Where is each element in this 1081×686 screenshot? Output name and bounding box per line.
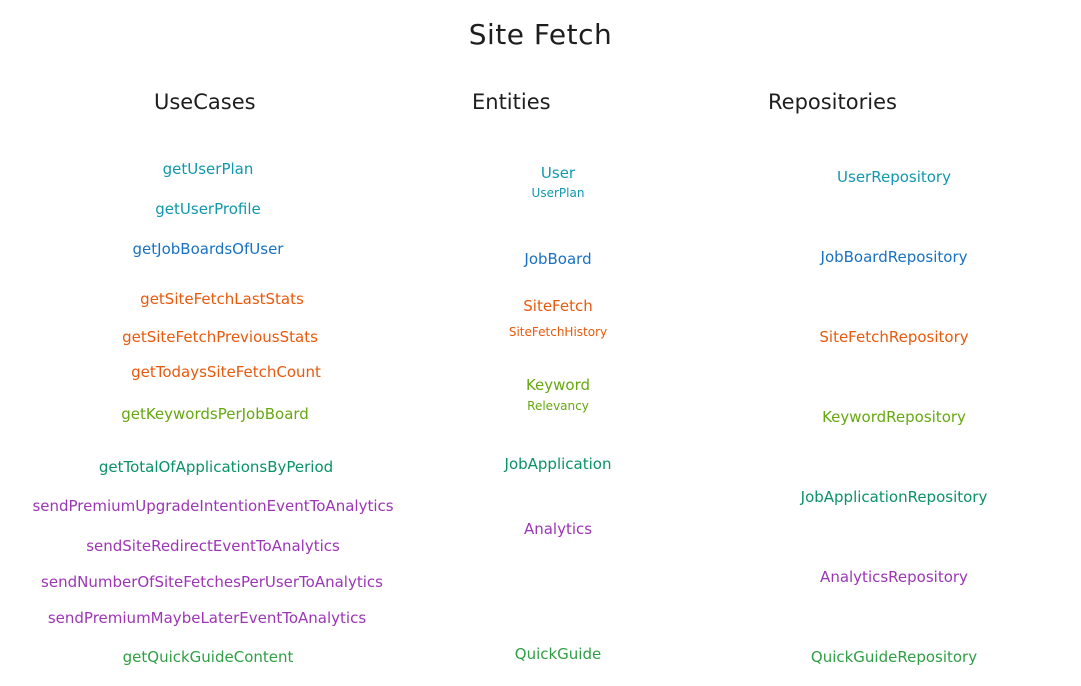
usecase-send-premium-maybe-later-event: sendPremiumMaybeLaterEventToAnalytics xyxy=(47,609,367,627)
usecase-get-site-fetch-last-stats: getSiteFetchLastStats xyxy=(140,290,304,308)
usecase-send-site-redirect-event: sendSiteRedirectEventToAnalytics xyxy=(86,537,340,555)
repository-analytics: AnalyticsRepository xyxy=(820,568,968,586)
entity-job-application: JobApplication xyxy=(504,455,612,473)
repository-quick-guide: QuickGuideRepository xyxy=(810,648,978,666)
entity-relevancy: Relevancy xyxy=(527,399,589,413)
entity-site-fetch: SiteFetch xyxy=(523,297,593,315)
entity-quick-guide: QuickGuide xyxy=(514,645,602,663)
usecase-get-todays-site-fetch-count: getTodaysSiteFetchCount xyxy=(131,363,321,381)
entity-analytics: Analytics xyxy=(523,520,593,538)
usecase-get-job-boards-of-user: getJobBoardsOfUser xyxy=(132,240,284,258)
entity-user: User xyxy=(540,164,576,182)
usecases-header: UseCases xyxy=(154,90,256,114)
repository-site-fetch: SiteFetchRepository xyxy=(819,328,969,346)
repository-job-application: JobApplicationRepository xyxy=(800,488,988,506)
entity-site-fetch-history: SiteFetchHistory xyxy=(508,325,608,339)
usecase-get-site-fetch-previous-stats: getSiteFetchPreviousStats xyxy=(122,328,318,346)
entity-job-board: JobBoard xyxy=(524,250,592,268)
usecase-get-quick-guide-content: getQuickGuideContent xyxy=(122,648,294,666)
entity-user-plan: UserPlan xyxy=(531,186,585,200)
usecase-get-keywords-per-job-board: getKeywordsPerJobBoard xyxy=(121,405,309,423)
repository-keyword: KeywordRepository xyxy=(822,408,966,426)
entities-header: Entities xyxy=(472,90,551,114)
diagram-title: Site Fetch xyxy=(468,18,613,51)
repository-job-board: JobBoardRepository xyxy=(820,248,968,266)
usecase-send-number-of-site-fetches: sendNumberOfSiteFetchesPerUserToAnalytic… xyxy=(41,573,383,591)
repositories-header: Repositories xyxy=(768,90,897,114)
usecase-send-premium-upgrade-intention-event: sendPremiumUpgradeIntentionEventToAnalyt… xyxy=(32,497,394,515)
entity-keyword: Keyword xyxy=(525,376,591,394)
repository-user: UserRepository xyxy=(837,168,951,186)
usecase-get-user-plan: getUserPlan xyxy=(162,160,254,178)
usecase-get-user-profile: getUserProfile xyxy=(155,200,261,218)
usecase-get-total-of-applications-by-period: getTotalOfApplicationsByPeriod xyxy=(98,458,334,476)
